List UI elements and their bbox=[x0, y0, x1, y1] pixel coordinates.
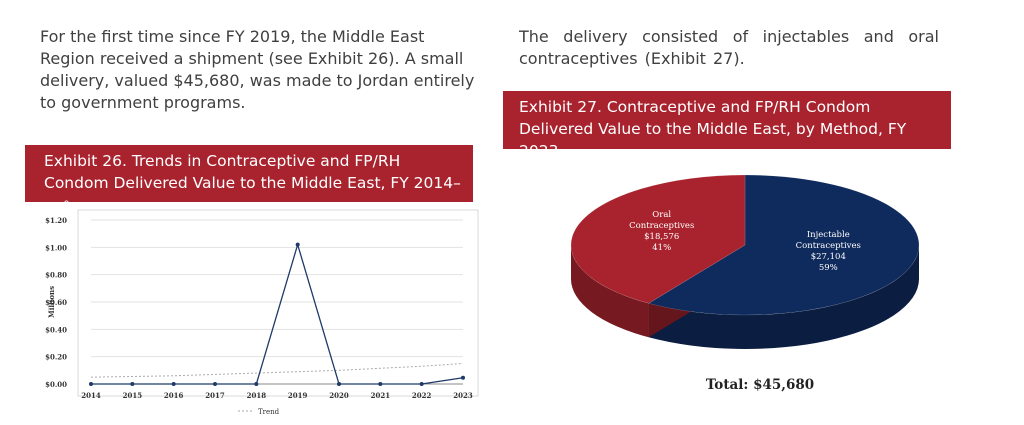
y-tick-label: $0.20 bbox=[45, 353, 67, 362]
exhibit-27-title-text: Exhibit 27. Contraceptive and FP/RH Cond… bbox=[519, 98, 907, 160]
data-point bbox=[89, 382, 93, 386]
y-tick-label: $0.40 bbox=[45, 325, 67, 334]
x-tick-label: 2023 bbox=[453, 391, 473, 400]
x-tick-label: 2018 bbox=[247, 391, 267, 400]
pie-label-0-line-0: Injectable bbox=[807, 230, 850, 240]
x-tick-label: 2021 bbox=[371, 391, 391, 400]
data-point bbox=[171, 382, 176, 386]
x-tick-label: 2016 bbox=[164, 391, 184, 400]
pie-slice-injectable-contraceptives bbox=[648, 174, 920, 316]
y-tick-label: $0.60 bbox=[45, 298, 67, 307]
pie-label-0-line-1: Contraceptives bbox=[796, 241, 861, 251]
x-tick-label: 2022 bbox=[412, 391, 432, 400]
y-tick-label: $0.80 bbox=[45, 271, 67, 280]
exhibit-26-footnote: 9 bbox=[63, 200, 70, 210]
data-point bbox=[378, 382, 383, 386]
x-tick-label: 2017 bbox=[205, 391, 225, 400]
plot-frame bbox=[77, 209, 479, 397]
pie-side-0 bbox=[648, 245, 919, 349]
exhibit-26-title: Exhibit 26. Trends in Contraceptive and … bbox=[25, 145, 473, 218]
pie-label-1-line-1: Contraceptives bbox=[629, 221, 694, 231]
exhibit-27-title: Exhibit 27. Contraceptive and FP/RH Cond… bbox=[503, 91, 951, 160]
data-point bbox=[254, 382, 259, 386]
y-axis-label: Millions bbox=[47, 286, 56, 318]
y-tick-label: $1.00 bbox=[45, 243, 67, 252]
pie-label-0-line-2: $27,104 bbox=[811, 252, 846, 262]
data-point bbox=[213, 382, 217, 386]
right-paragraph: The delivery consisted of injectables an… bbox=[519, 27, 939, 68]
left-paragraph: For the first time since FY 2019, the Mi… bbox=[40, 27, 475, 112]
data-point bbox=[130, 382, 135, 386]
pie-side-1 bbox=[571, 245, 649, 338]
trend-line-chart: $0.00 $0.20 $0.40 $0.60 $0.80 $1.00 $1.20 Milli… bbox=[45, 209, 479, 416]
x-tick-label: 2015 bbox=[123, 391, 143, 400]
pie-label-0-line-3: 59% bbox=[819, 263, 838, 273]
data-point bbox=[419, 382, 424, 386]
y-tick-label: $0.00 bbox=[45, 380, 67, 389]
data-point bbox=[295, 242, 300, 247]
pie-label-1-line-0: Oral bbox=[652, 210, 671, 220]
pie-total-label: Total: $45,680 bbox=[705, 377, 815, 393]
method-pie-chart: InjectableContraceptives$27,10459%OralCo… bbox=[570, 174, 920, 349]
x-tick-label: 2014 bbox=[81, 391, 101, 400]
legend-trend-label: Trend bbox=[258, 408, 280, 416]
data-point bbox=[337, 382, 341, 386]
exhibit-26-title-text: Exhibit 26. Trends in Contraceptive and … bbox=[44, 152, 461, 218]
trend-line bbox=[90, 363, 464, 378]
pie-slice-oral-contraceptives bbox=[570, 174, 746, 304]
data-point bbox=[461, 375, 465, 380]
series-line bbox=[91, 242, 464, 385]
x-tick-label: 2019 bbox=[288, 391, 308, 400]
pie-label-1-line-3: 41% bbox=[652, 243, 671, 253]
x-tick-label: 2020 bbox=[329, 391, 349, 400]
y-tick-label: $1.20 bbox=[45, 216, 67, 225]
pie-label-1-line-2: $18,576 bbox=[644, 232, 679, 242]
